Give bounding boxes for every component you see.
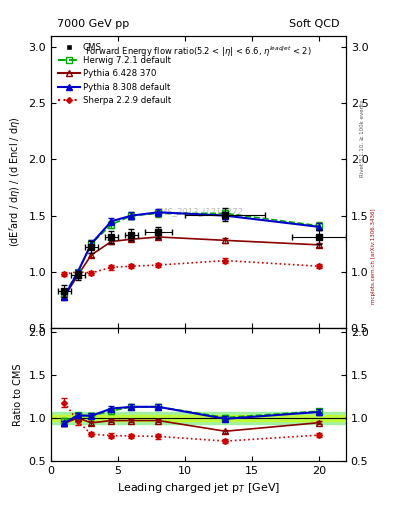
Text: 7000 GeV pp: 7000 GeV pp — [57, 18, 129, 29]
Text: Rivet 3.1.10, ≥ 100k events: Rivet 3.1.10, ≥ 100k events — [360, 100, 365, 177]
Text: Forward Energy flow ratio(5.2 < |$\eta$| < 6.6, $\eta^{leadjet}$ < 2): Forward Energy flow ratio(5.2 < |$\eta$|… — [85, 45, 312, 59]
X-axis label: Leading charged jet p$_T$ [GeV]: Leading charged jet p$_T$ [GeV] — [117, 481, 280, 495]
Text: CMS_2013_I1218372: CMS_2013_I1218372 — [154, 207, 243, 216]
Bar — [51, 412, 346, 424]
Legend: CMS, Herwig 7.2.1 default, Pythia 6.428 370, Pythia 8.308 default, Sherpa 2.2.9 : CMS, Herwig 7.2.1 default, Pythia 6.428 … — [55, 40, 174, 108]
Y-axis label: Ratio to CMS: Ratio to CMS — [13, 363, 23, 425]
Bar — [51, 415, 346, 420]
Text: Soft QCD: Soft QCD — [290, 18, 340, 29]
Text: mcplots.cern.ch [arXiv:1306.3436]: mcplots.cern.ch [arXiv:1306.3436] — [371, 208, 376, 304]
Y-axis label: (dE$^{f}$ard / d$\eta$) / (d Encl / d$\eta$): (dE$^{f}$ard / d$\eta$) / (d Encl / d$\e… — [7, 117, 23, 247]
